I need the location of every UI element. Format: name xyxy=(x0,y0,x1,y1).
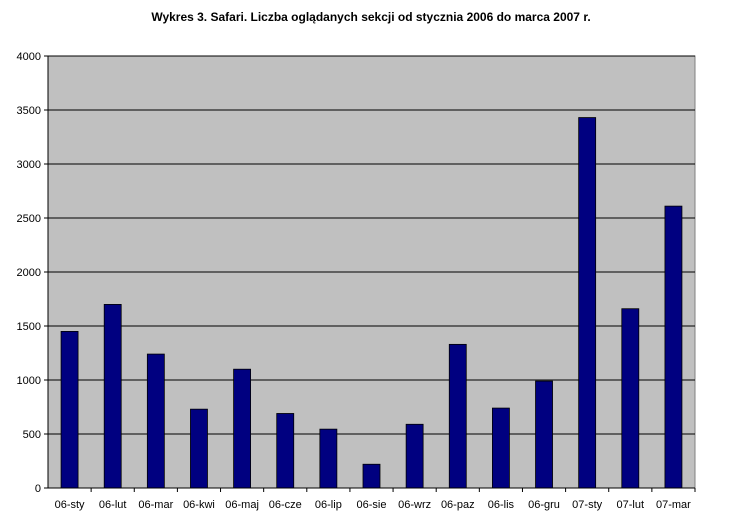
y-tick-label: 500 xyxy=(23,429,41,441)
y-tick-label: 4000 xyxy=(17,51,41,63)
bar-06-kwi xyxy=(190,408,208,489)
y-tick-label: 0 xyxy=(35,483,41,495)
bar-06-wrz xyxy=(405,423,424,489)
x-tick-label: 06-sty xyxy=(55,499,85,511)
bar-06-maj xyxy=(233,368,252,489)
x-tick-label: 07-lut xyxy=(617,499,645,511)
bar-07-mar xyxy=(664,205,683,489)
bar-06-gru xyxy=(535,380,553,489)
y-tick-label: 1000 xyxy=(17,375,41,387)
bar-06-sie xyxy=(362,463,381,489)
chart-title: Wykres 3. Safari. Liczba oglądanych sekc… xyxy=(151,10,591,24)
y-tick-label: 2000 xyxy=(17,267,41,279)
bar-07-lut xyxy=(621,308,640,489)
x-tick-label: 06-mar xyxy=(138,499,173,511)
x-tick-label: 06-paz xyxy=(441,499,475,511)
x-tick-label: 06-kwi xyxy=(183,499,215,511)
x-tick-label: 06-gru xyxy=(528,499,560,511)
x-tick-label: 06-sie xyxy=(357,499,387,511)
bar-06-paz xyxy=(448,343,467,489)
y-tick-label: 3000 xyxy=(17,159,41,171)
bar-06-lip xyxy=(319,428,338,489)
y-axis-tick-labels: 0 500 1000 1500 2000 2500 3000 3500 4000 xyxy=(17,51,41,495)
bar-07-sty xyxy=(578,117,597,489)
x-tick-label: 06-lis xyxy=(488,499,515,511)
x-axis-tick-labels: 06-sty 06-lut 06-mar 06-kwi 06-maj 06-cze 06-l… xyxy=(55,499,692,511)
y-tick-label: 3500 xyxy=(17,105,41,117)
y-tick-label: 2500 xyxy=(17,213,41,225)
x-tick-label: 07-mar xyxy=(656,499,691,511)
bar-06-cze xyxy=(276,413,295,489)
x-tick-label: 06-cze xyxy=(269,499,302,511)
x-tick-label: 06-wrz xyxy=(398,499,431,511)
bar-06-sty xyxy=(60,330,79,489)
bar-06-lut xyxy=(103,303,122,489)
x-tick-label: 06-maj xyxy=(225,499,259,511)
axes xyxy=(44,55,696,492)
bar-06-lis xyxy=(491,407,510,489)
x-tick-label: 06-lip xyxy=(315,499,342,511)
bar-06-mar xyxy=(146,353,165,489)
y-tick-label: 1500 xyxy=(17,321,41,333)
x-tick-label: 06-lut xyxy=(99,499,127,511)
x-tick-label: 07-sty xyxy=(572,499,602,511)
